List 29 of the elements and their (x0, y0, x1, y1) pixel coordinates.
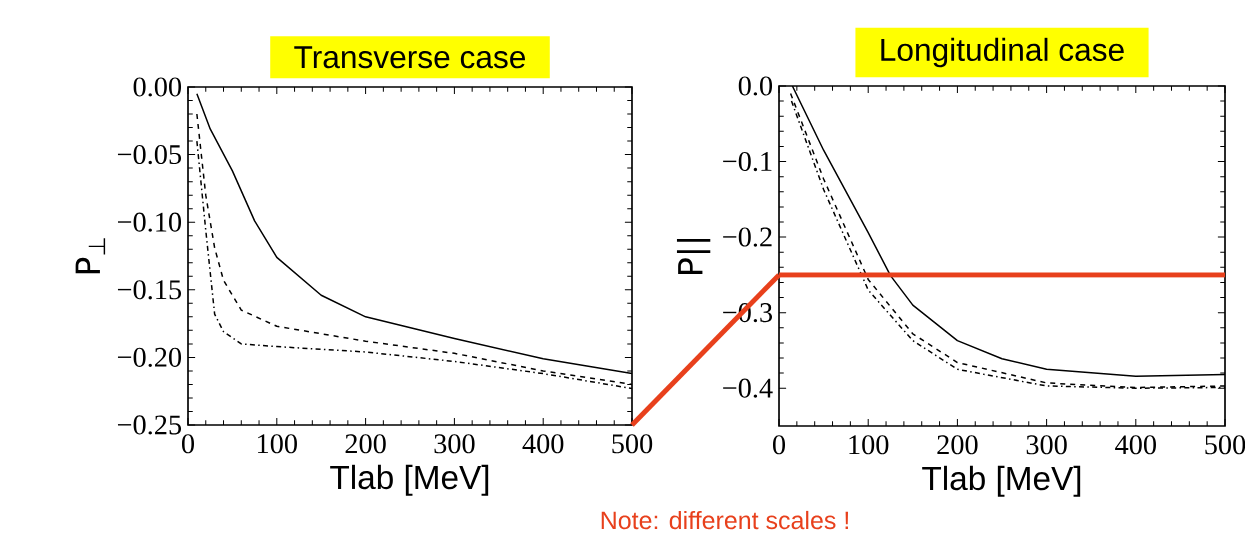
y-tick-label: −0.2 (723, 227, 772, 247)
y-axis-title: P|| (676, 238, 711, 275)
y-tick-label: −0.20 (117, 347, 182, 368)
y-axis-title: P$_{⊥}$ (75, 238, 106, 274)
x-tick-label: 500 (612, 434, 653, 454)
x-tick-label: 200 (937, 435, 978, 455)
y-tick-label: −0.4 (723, 378, 773, 398)
x-tick-label: 300 (1026, 435, 1067, 455)
text: Note: different scales ! (601, 510, 849, 530)
x-tick-label: 0 (773, 435, 786, 455)
chart-title: Transverse case (294, 46, 525, 69)
y-tick-label: 0.0 (738, 76, 773, 96)
x-tick-label: 200 (345, 434, 386, 454)
x-tick-label: 400 (522, 434, 564, 454)
x-tick-label: 400 (1115, 435, 1156, 455)
y-tick-label: −0.10 (117, 212, 182, 232)
x-axis-title: Tlab [MeV] (330, 464, 489, 496)
y-tick-label: −0.1 (723, 151, 772, 172)
x-tick-label: 300 (434, 434, 475, 454)
y-tick-label: −0.25 (117, 415, 182, 435)
x-tick-label: 100 (849, 435, 889, 455)
x-tick-label: 500 (1205, 435, 1245, 455)
x-tick-label: 0 (181, 434, 195, 454)
y-tick-label: −0.15 (117, 280, 182, 300)
y-tick-label: −0.05 (117, 144, 182, 165)
chart-title: Longitudinal case (881, 37, 1124, 68)
x-axis-title: Tlab [MeV] (922, 465, 1081, 497)
y-tick-label: 0.00 (133, 77, 182, 97)
x-tick-label: 100 (258, 434, 297, 454)
